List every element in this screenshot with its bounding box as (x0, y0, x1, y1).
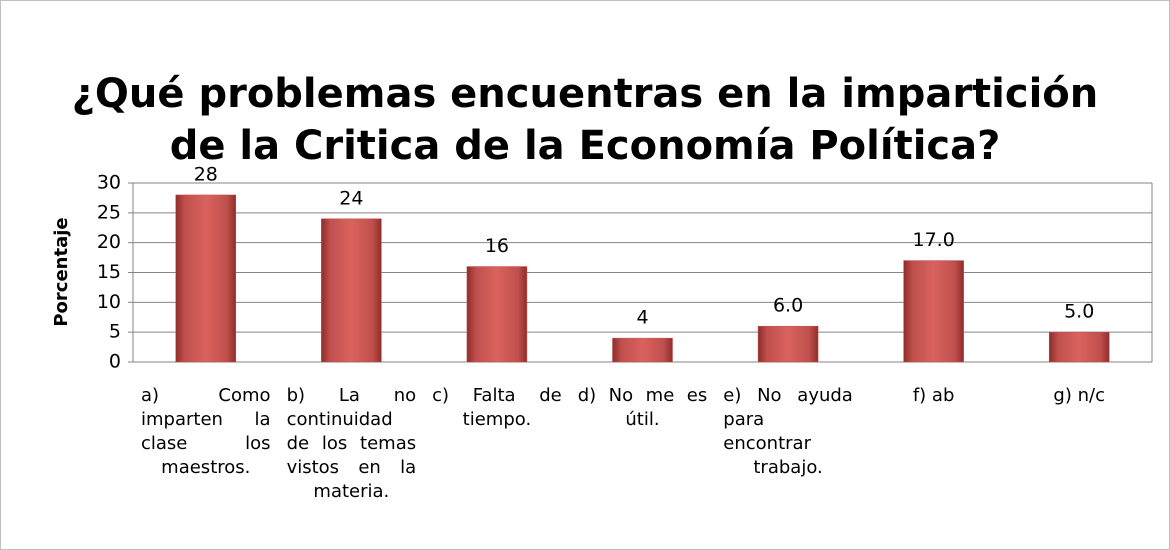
x-tick-label: g) n/c (1053, 385, 1105, 406)
y-tick-label: 5 (109, 321, 121, 343)
chart-title: ¿Qué problemas encuentras en la impartic… (71, 71, 1099, 169)
bar (903, 260, 964, 363)
x-tick-label: a) Como imparten la clase los maestros. (141, 385, 271, 478)
value-label: 28 (194, 163, 218, 185)
y-tick-label: 15 (97, 261, 121, 283)
value-label: 17.0 (912, 229, 954, 251)
x-tick-label: f) ab (912, 385, 955, 406)
x-tick-label: b) La no continuidad de los temas vistos… (286, 385, 417, 502)
value-label: 6.0 (773, 295, 803, 317)
value-label: 24 (339, 187, 363, 209)
x-tick-label: d) No me es útil. (577, 385, 708, 430)
bar (757, 325, 819, 363)
y-tick-label: 20 (97, 231, 121, 253)
y-tick-label: 25 (97, 201, 121, 223)
bar (1048, 331, 1110, 363)
x-tick-label: e) No ayuda para encontrar trabajo. (723, 385, 853, 478)
y-tick-label: 30 (97, 172, 121, 194)
y-axis-label: Porcentaje (51, 217, 72, 326)
value-label: 5.0 (1064, 301, 1094, 323)
y-tick-label: 0 (109, 351, 121, 373)
x-tick-label: c) Falta de tiempo. (432, 385, 562, 430)
bar (612, 337, 673, 363)
bar (466, 266, 528, 363)
value-label: 16 (485, 235, 509, 257)
y-tick-label: 10 (97, 291, 121, 313)
value-label: 4 (636, 307, 648, 329)
bar (321, 218, 382, 363)
bar (175, 194, 237, 363)
